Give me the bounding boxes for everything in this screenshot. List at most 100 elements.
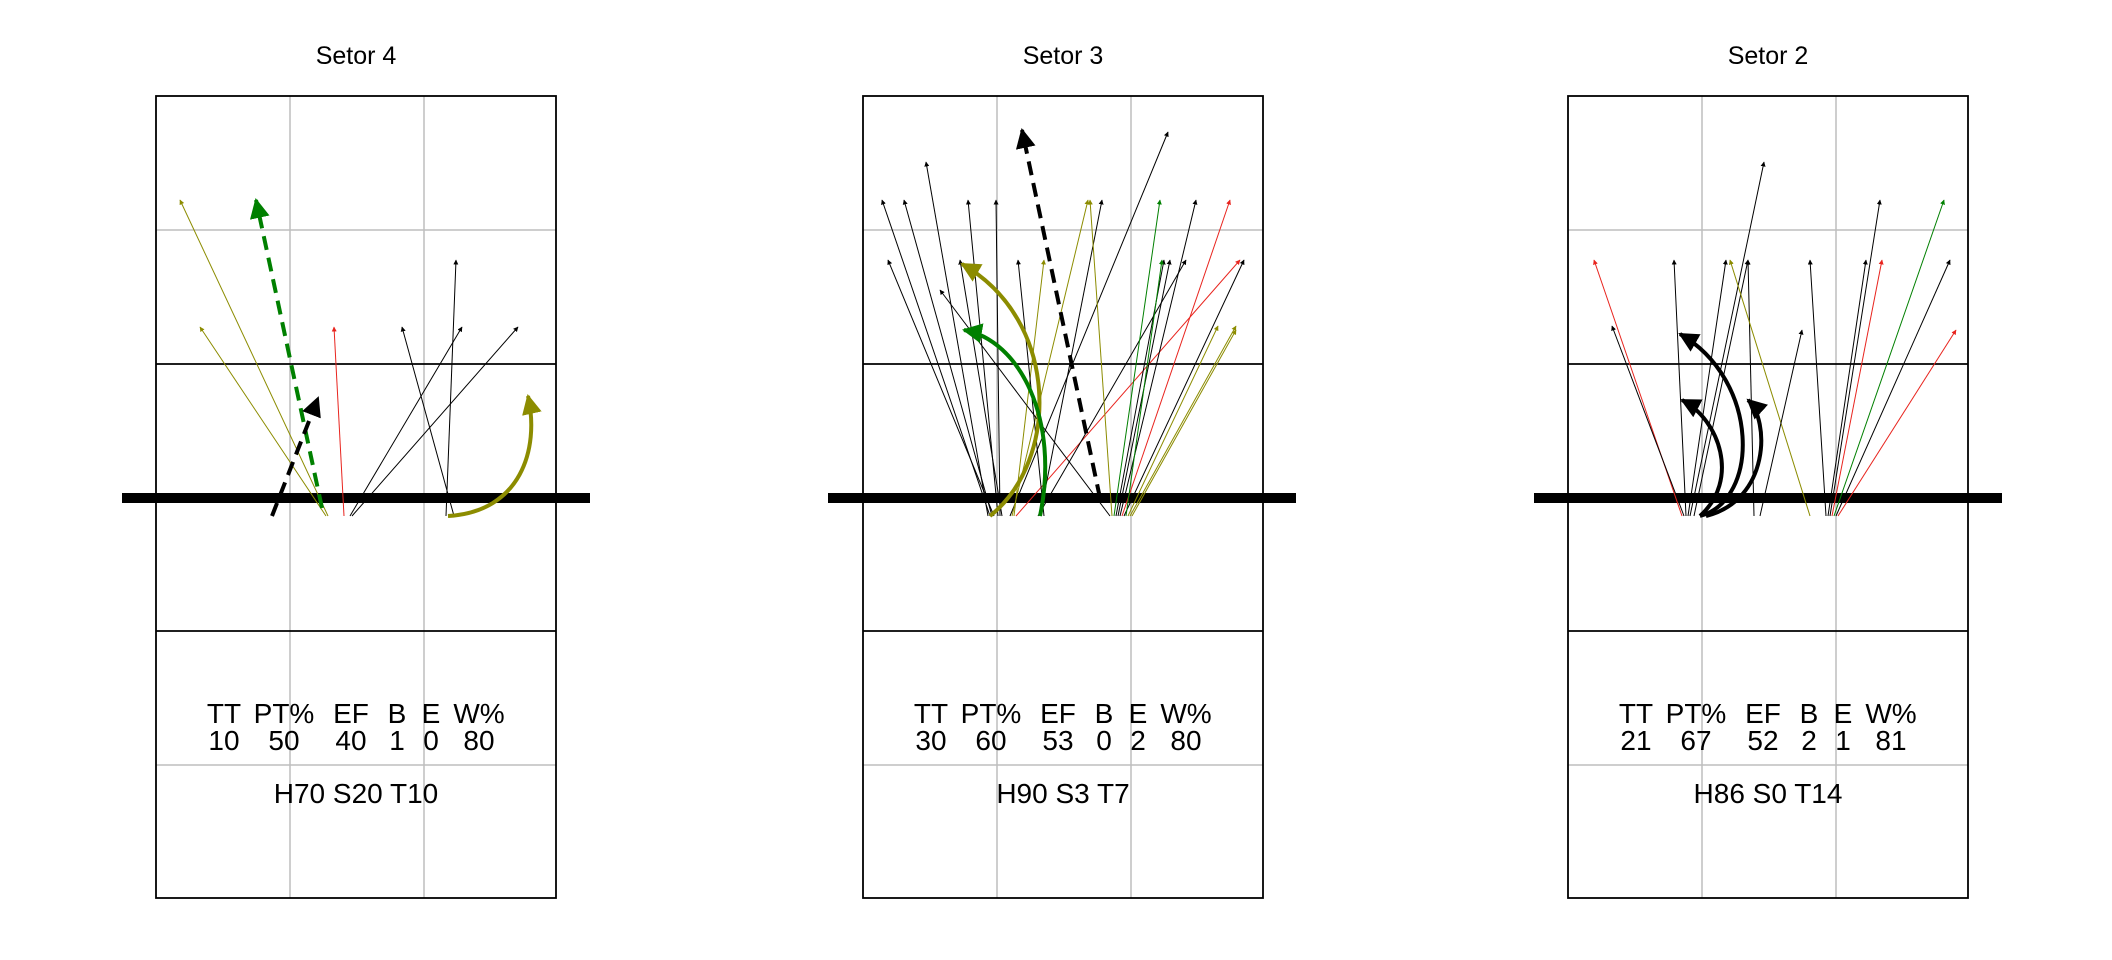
stats-header-row: TT PT% EF B E W% — [1568, 698, 1968, 729]
stat-header: PT% — [960, 698, 1022, 729]
attack-arrow — [351, 326, 519, 517]
attack-arrow — [1611, 325, 1685, 517]
stat-value: 67 — [1680, 725, 1712, 756]
attack-arrow-dashed — [1015, 128, 1102, 499]
stat-header: TT — [206, 698, 242, 729]
attack-arrow — [179, 199, 329, 517]
stat-value: 10 — [208, 725, 240, 756]
attack-arrow-curved — [1680, 398, 1724, 518]
attack-arrow — [1125, 259, 1164, 517]
attack-arrow — [1015, 259, 1241, 517]
attack-arrow — [1759, 329, 1804, 517]
stat-header: EF — [333, 698, 369, 729]
attack-arrow-dashed — [249, 198, 324, 509]
attack-arrow — [1807, 259, 1827, 517]
summary-label: H90 S3 T7 — [996, 778, 1130, 809]
attack-arrow — [1037, 259, 1187, 517]
stat-header: B — [1094, 698, 1114, 729]
attack-arrow — [902, 199, 993, 517]
attack-arrow — [1671, 259, 1687, 517]
attack-arrow — [965, 199, 999, 517]
stat-value: 0 — [423, 725, 439, 756]
stat-value: 53 — [1042, 725, 1074, 756]
attack-arrow — [887, 259, 995, 517]
attack-arrow — [1087, 199, 1113, 517]
attack-arrow — [1123, 259, 1245, 517]
attack-arrow — [1687, 259, 1728, 517]
attack-arrow — [881, 199, 991, 517]
stat-header: B — [387, 698, 407, 729]
attack-arrow — [1131, 329, 1237, 517]
stats-value-row: 21 67 52 2 1 81 — [1568, 725, 1968, 756]
attack-arrow — [199, 326, 327, 517]
stat-header: W% — [1865, 698, 1917, 729]
panel-title: Setor 4 — [315, 42, 397, 70]
stat-header: W% — [453, 698, 505, 729]
attack-arrow-curved — [962, 323, 1048, 517]
attack-arrow — [993, 199, 1001, 517]
stats-header-row: TT PT% EF B E W% — [863, 698, 1263, 729]
attack-arrow-curved — [447, 394, 542, 518]
stats-value-row: 10 50 40 1 0 80 — [156, 725, 556, 756]
attack-arrow — [1728, 259, 1811, 517]
stat-header: PT% — [253, 698, 315, 729]
attack-arrows — [881, 128, 1245, 518]
attack-arrow — [1831, 259, 1884, 517]
attack-arrow — [1827, 259, 1868, 517]
stat-header: PT% — [1665, 698, 1727, 729]
court-panel-setor-3 — [828, 95, 1296, 899]
attack-arrow — [1119, 199, 1198, 517]
stat-value: 52 — [1747, 725, 1779, 756]
stat-value: 21 — [1620, 725, 1652, 756]
attack-arrow — [400, 326, 455, 517]
panel-title: Setor 3 — [1022, 42, 1104, 70]
court-panel-setor-2 — [1534, 95, 2002, 899]
stats-table: TT PT% EF B E W% 10 50 40 1 0 80 — [156, 698, 556, 756]
attack-arrow — [1009, 131, 1169, 517]
attack-arrow — [1011, 199, 1090, 517]
stat-value: 1 — [389, 725, 405, 756]
panel-title: Setor 2 — [1727, 42, 1809, 70]
attack-arrow — [958, 259, 1003, 517]
summary-label: H70 S20 T10 — [273, 778, 439, 809]
attack-arrow — [1829, 199, 1882, 517]
stat-value: 2 — [1130, 725, 1146, 756]
stat-header: EF — [1040, 698, 1076, 729]
attack-arrow — [1689, 161, 1766, 517]
attack-arrow — [939, 289, 1111, 517]
attack-arrows — [1593, 161, 1957, 518]
stat-value: 2 — [1801, 725, 1817, 756]
attack-arrow — [1693, 259, 1750, 517]
attack-arrow-curved — [1678, 332, 1745, 518]
attack-arrows — [179, 198, 542, 518]
attack-arrow-curved — [1705, 398, 1769, 518]
attack-arrow — [1837, 329, 1957, 517]
stat-value: 40 — [335, 725, 367, 756]
stat-header: W% — [1160, 698, 1212, 729]
attack-arrow — [1835, 259, 1951, 517]
attack-arrow — [445, 259, 459, 517]
attack-arrow — [1593, 259, 1683, 517]
stat-header: E — [421, 698, 441, 729]
attack-arrow — [1127, 325, 1219, 517]
attack-arrow-curved — [960, 262, 1042, 518]
stat-header: E — [1833, 698, 1853, 729]
stat-header: EF — [1745, 698, 1781, 729]
stats-header-row: TT PT% EF B E W% — [156, 698, 556, 729]
stat-value: 30 — [915, 725, 947, 756]
stat-header: E — [1128, 698, 1148, 729]
attack-arrow — [349, 326, 463, 517]
stat-header: TT — [1618, 698, 1654, 729]
attack-arrow — [1113, 199, 1162, 517]
stat-header: TT — [913, 698, 949, 729]
attack-arrow — [924, 161, 989, 517]
stat-value: 0 — [1096, 725, 1112, 756]
stat-header: B — [1799, 698, 1819, 729]
stats-table: TT PT% EF B E W% 21 67 52 2 1 81 — [1568, 698, 1968, 756]
stat-value: 80 — [463, 725, 495, 756]
stats-value-row: 30 60 53 0 2 80 — [863, 725, 1263, 756]
attack-arrow — [1129, 325, 1237, 517]
attack-arrow — [1833, 199, 1945, 517]
stat-value: 60 — [975, 725, 1007, 756]
